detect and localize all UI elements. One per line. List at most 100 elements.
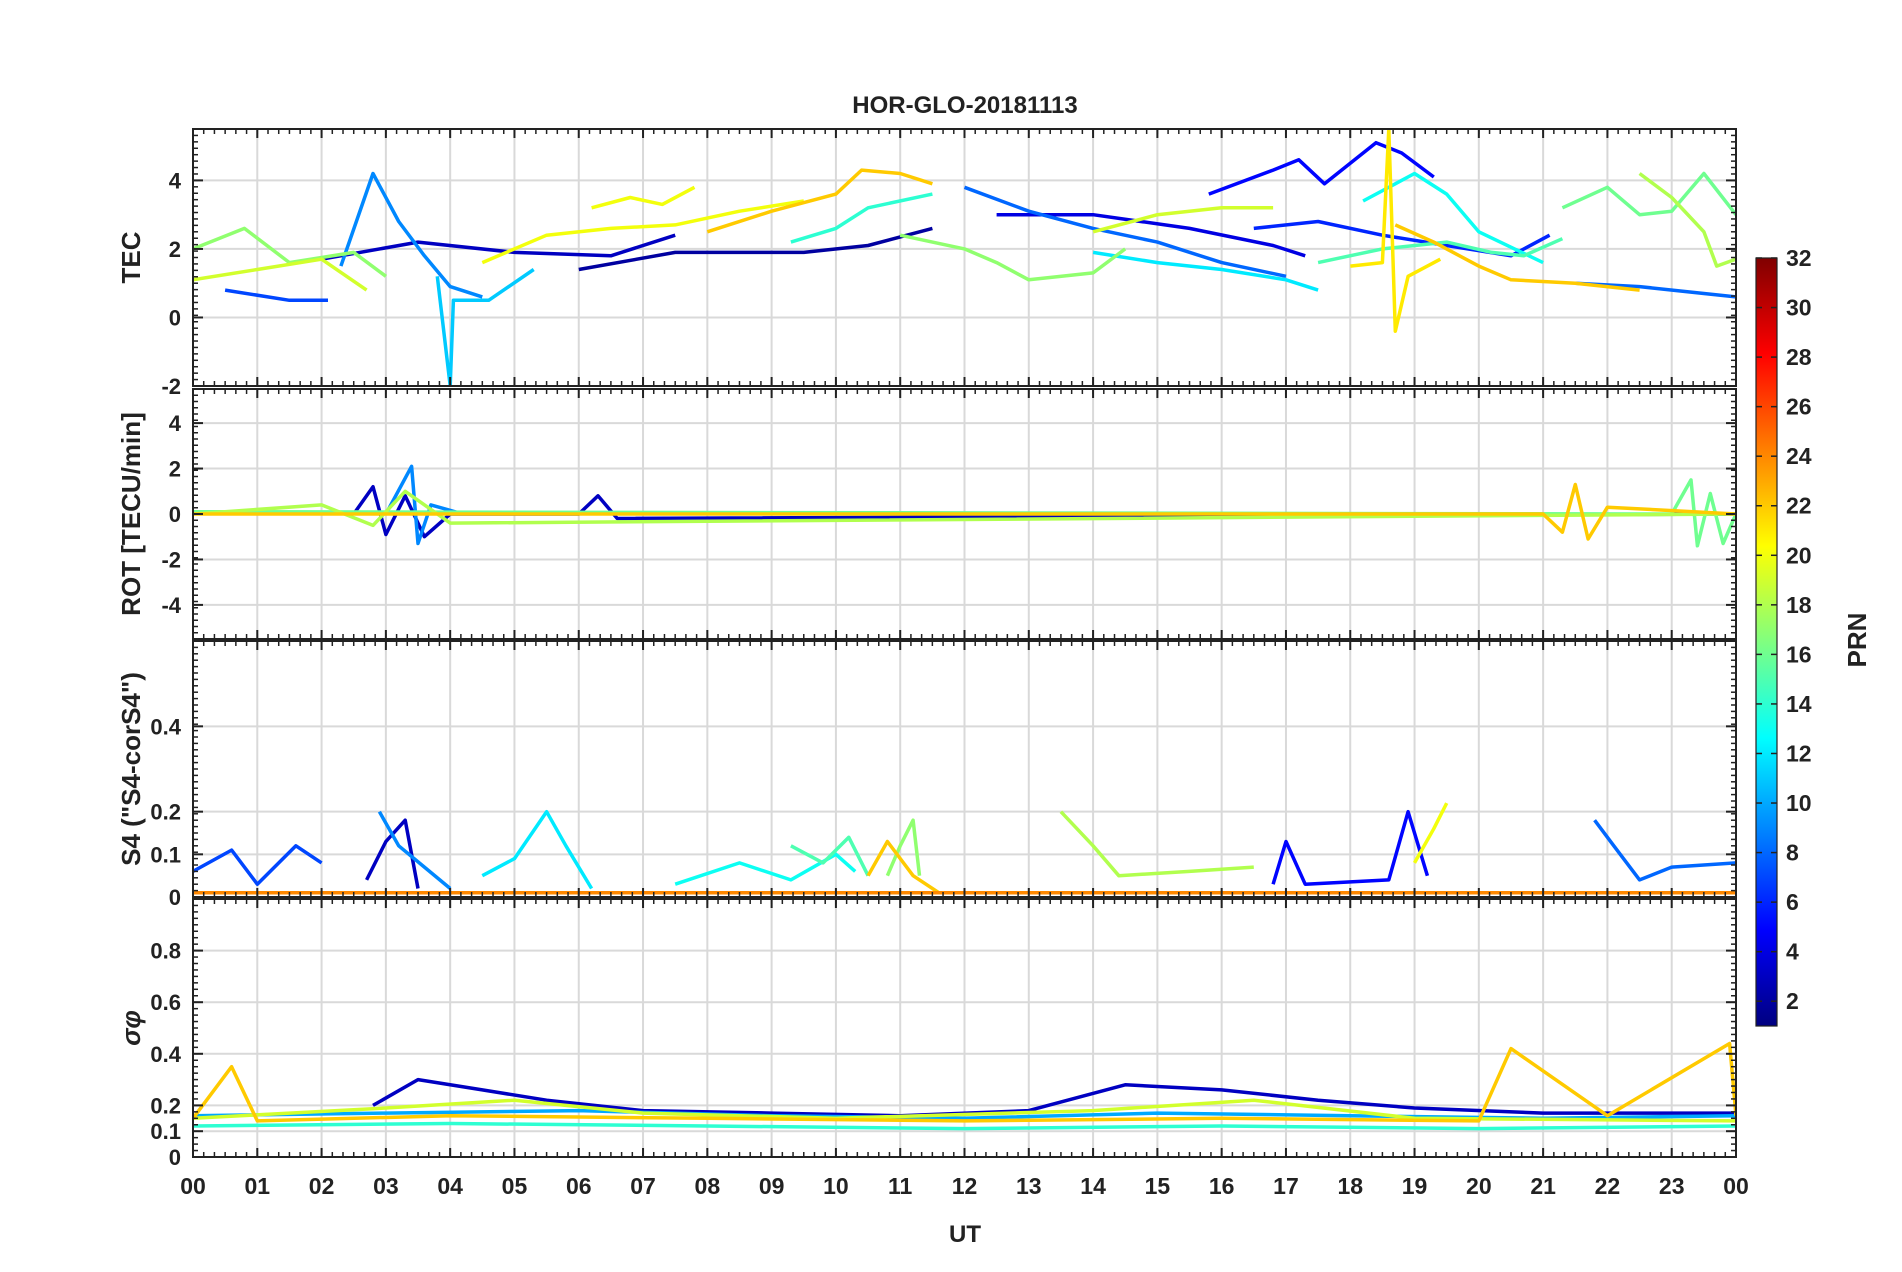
y-tick-label: -2 (161, 374, 181, 399)
series-line-prn-19 (1092, 206, 1274, 234)
series-line-prn-3 (321, 233, 676, 261)
x-tick-label: 19 (1402, 1173, 1428, 1199)
y-tick-label: 0 (169, 502, 181, 527)
series-line-prn-15 (1317, 237, 1564, 265)
series-line-prn-22 (706, 168, 933, 234)
x-tick-label: 04 (437, 1173, 463, 1199)
series-line-prn-9 (339, 171, 483, 299)
series-line-prn-9 (377, 810, 452, 890)
x-tick-label: 23 (1659, 1173, 1685, 1199)
y-tick-label: -2 (161, 547, 181, 572)
y-tick-label: 0.4 (150, 1042, 181, 1067)
figure-title: HOR-GLO-20181113 (852, 92, 1077, 119)
y-tick-label: 0.2 (150, 1093, 181, 1118)
series-line-prn-12 (1092, 250, 1319, 292)
colorbar-tick-label: 18 (1786, 592, 1812, 618)
y-axis-label-rot: ROT [TECU/min] (116, 412, 146, 616)
colorbar-tick-label: 16 (1786, 641, 1812, 667)
series-line-prn-5 (1271, 809, 1430, 886)
x-tick-label: 17 (1273, 1173, 1299, 1199)
series-line-prn-22 (193, 482, 1736, 541)
series-line-prn-7 (224, 288, 328, 303)
y-tick-label: 0.6 (150, 990, 181, 1015)
colorbar-tick-label: 20 (1786, 542, 1812, 568)
x-tick-label: 21 (1530, 1173, 1556, 1199)
series-line-prn-19 (193, 257, 368, 292)
colorbar (1755, 257, 1778, 1027)
x-axis-label: UT (949, 1221, 981, 1248)
y-tick-label: 0 (169, 305, 181, 330)
x-tick-label: 20 (1466, 1173, 1492, 1199)
colorbar-tick-label: 2 (1786, 988, 1799, 1014)
y-tick-label: 2 (169, 457, 181, 482)
x-tick-label: 00 (180, 1173, 206, 1199)
y-tick-label: 0.4 (150, 714, 181, 739)
colorbar-tick-label: 30 (1786, 295, 1812, 321)
x-tick-label: 01 (244, 1173, 270, 1199)
series-line-prn-22 (1394, 223, 1640, 292)
series-line-prn-7 (193, 844, 323, 886)
x-tick-label: 06 (566, 1173, 592, 1199)
series-line-prn-20 (481, 199, 805, 265)
colorbar-tick-label: 26 (1786, 394, 1812, 420)
series-line-prn-17 (885, 818, 922, 877)
panel-rot: -4 -2 0 2 4 ROT [TECU/min] (116, 388, 1737, 640)
x-tick-label: 15 (1145, 1173, 1171, 1199)
series-line-prn-14 (790, 192, 933, 244)
colorbar-tick-label: 6 (1786, 889, 1799, 915)
y-tick-label: 0.8 (150, 939, 181, 964)
x-tick-label: 18 (1337, 1173, 1363, 1199)
colorbar-tick-label: 4 (1786, 939, 1799, 965)
colorbar-label: PRN (1842, 613, 1872, 668)
colorbar-tick-label: 24 (1786, 443, 1812, 469)
colorbar-tick-label: 14 (1786, 691, 1812, 717)
panel-s4: 0 0.1 0.2 0.4S4 ("S4-corS4") (116, 640, 1737, 910)
series-line-prn-20 (1412, 802, 1449, 864)
series-line-prn-18 (1638, 172, 1736, 268)
series-line-prn-5 (1208, 140, 1435, 196)
y-tick-label: 0.1 (150, 842, 181, 867)
series-line-prn-14 (193, 1121, 1736, 1131)
x-tick-label: 07 (630, 1173, 656, 1199)
series-group (193, 129, 1736, 386)
panel-tec: -2 0 2 4 TEC (116, 128, 1737, 399)
x-tick-label: 02 (309, 1173, 335, 1199)
x-tick-label: 10 (823, 1173, 849, 1199)
series-line-prn-16 (1561, 171, 1736, 217)
series-line-prn-13 (674, 852, 857, 886)
x-axis-ticks: 00 01 02 03 04 05 06 07 08 09 10 11 12 13 14 15 16 17 18 19… (180, 1173, 1749, 1199)
y-axis-label-tec: TEC (116, 231, 146, 283)
y-tick-label: 0 (169, 1145, 181, 1170)
y-tick-label: 4 (169, 411, 182, 436)
colorbar-tick-label: 10 (1786, 790, 1812, 816)
colorbar-tick-label: 22 (1786, 493, 1812, 519)
series-line-prn-9 (384, 464, 464, 546)
x-tick-label: 22 (1595, 1173, 1621, 1199)
x-tick-label: 09 (759, 1173, 785, 1199)
series-line-prn-13 (1362, 171, 1544, 265)
series-line-prn-8 (1593, 819, 1736, 882)
x-tick-label: 05 (502, 1173, 528, 1199)
y-axis-label-s4: S4 ("S4-corS4") (116, 672, 146, 866)
panel-sigma_phi: 00.10.2 0.4 0.6 0.8 σφ (116, 898, 1737, 1170)
series-line-prn-8 (963, 185, 1287, 279)
x-tick-label: 12 (952, 1173, 978, 1199)
colorbar-tick-label: 28 (1786, 344, 1812, 370)
series-line-prn-22 (193, 1041, 1736, 1123)
series-line-prn-4 (996, 212, 1306, 258)
colorbar-tick-label: 12 (1786, 740, 1812, 766)
y-tick-label: 0 (169, 885, 181, 910)
x-tick-label: 00 (1723, 1173, 1749, 1199)
series-line-prn-17 (899, 233, 1127, 282)
x-tick-label: 08 (695, 1173, 721, 1199)
series-line-prn-20 (591, 185, 696, 210)
x-tick-label: 14 (1080, 1173, 1106, 1199)
series-group (193, 1041, 1736, 1131)
series-line-prn-12 (481, 809, 594, 890)
series-group (193, 464, 1736, 548)
series-line-prn-11 (435, 268, 535, 386)
series-line-prn-18 (193, 489, 1736, 528)
colorbar-tick-label: 32 (1786, 245, 1812, 271)
